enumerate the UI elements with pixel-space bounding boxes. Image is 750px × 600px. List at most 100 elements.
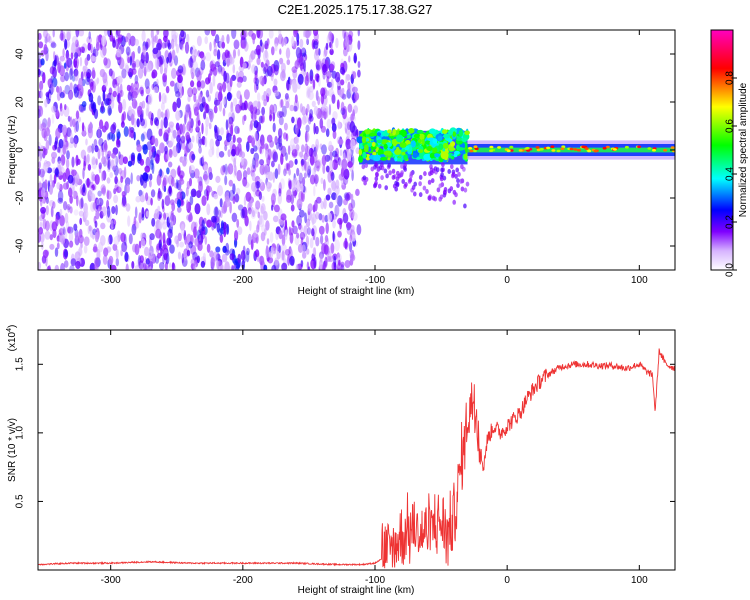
- spectrogram-cell: [401, 179, 406, 184]
- spectrogram-cell: [240, 250, 246, 261]
- spectrogram-cell: [217, 64, 223, 73]
- spectrogram-cell: [198, 92, 203, 103]
- spectrogram-cell: [551, 149, 556, 152]
- spectrogram-cell: [221, 205, 227, 214]
- spectrogram-cell: [196, 70, 202, 82]
- spectrogram-cell: [296, 232, 300, 239]
- spectrogram-cell: [181, 124, 185, 137]
- spectrogram-cell: [150, 154, 154, 166]
- spectrogram-cell: [88, 78, 94, 87]
- spectrogram-cell: [404, 182, 408, 187]
- spectrogram-cell: [212, 66, 218, 77]
- spectrogram-cell: [225, 249, 230, 256]
- spectrogram-cell: [353, 105, 358, 114]
- spectrogram-cell: [61, 124, 67, 136]
- spectrogram-cell: [106, 133, 111, 141]
- spectrogram-cell: [168, 121, 175, 128]
- spectrogram-cell: [55, 214, 59, 227]
- spectrogram-cell: [164, 195, 171, 207]
- spectrogram-cell: [366, 142, 374, 147]
- spectrogram-cell: [215, 175, 221, 183]
- snr-x-tick-label: -100: [365, 575, 385, 586]
- spectrogram-cell: [358, 148, 362, 156]
- colorbar-tick-label: 0.0: [725, 263, 736, 277]
- spectrogram-cell: [337, 138, 344, 145]
- spectrogram-cell: [351, 212, 358, 221]
- spectrogram-cell: [193, 260, 197, 270]
- spectrogram-cell: [126, 84, 131, 92]
- spectrogram-cell: [550, 145, 555, 148]
- spectrogram-cell: [255, 108, 261, 116]
- spectrogram-cell: [221, 253, 228, 263]
- spectrogram-cell: [38, 51, 42, 59]
- spectrogram-cell: [205, 124, 209, 136]
- spectrogram-y-tick-label: 40: [15, 48, 26, 60]
- spectrogram-cell: [305, 161, 310, 174]
- spectrogram-cell: [318, 213, 323, 221]
- spectrogram-cell: [83, 245, 88, 254]
- spectrogram-cell: [384, 185, 389, 191]
- spectrogram-cell: [216, 49, 221, 61]
- spectrogram-cell: [284, 219, 288, 231]
- spectrogram-x-label: Height of straight line (km): [298, 286, 415, 297]
- spectrogram-cell: [433, 153, 441, 158]
- spectrogram-cell: [168, 238, 172, 246]
- colorbar-gradient: [711, 30, 733, 270]
- spectrogram-cell: [277, 33, 283, 45]
- spectrogram-cell: [315, 160, 321, 169]
- spectrogram-cell: [139, 158, 145, 166]
- spectrogram-cell: [69, 265, 75, 270]
- spectrogram-cell: [329, 159, 334, 171]
- spectrogram-cell: [278, 128, 283, 139]
- spectrogram-cell: [303, 60, 306, 72]
- spectrogram-cell: [240, 208, 245, 219]
- spectrogram-cell: [202, 174, 208, 181]
- spectrogram-cell: [193, 226, 197, 239]
- spectrogram-cell: [250, 50, 256, 60]
- spectrogram-cell: [347, 81, 351, 92]
- spectrogram-cell: [317, 58, 322, 69]
- spectrogram-cell: [464, 146, 468, 153]
- spectrogram-cell: [361, 164, 366, 170]
- spectrogram-cell: [316, 64, 321, 71]
- spectrogram-cell: [237, 127, 240, 134]
- spectrogram-cell: [201, 122, 204, 135]
- spectrogram-cell: [138, 240, 142, 249]
- spectrogram-cell: [411, 185, 416, 190]
- spectrogram-cell: [151, 112, 154, 122]
- spectrogram-cell: [312, 79, 316, 90]
- spectrogram-cell: [101, 84, 107, 93]
- spectrogram-cell: [309, 113, 313, 120]
- spectrogram-cell: [151, 253, 157, 264]
- spectrogram-cell: [40, 206, 47, 214]
- spectrogram-cell: [86, 177, 90, 188]
- spectrogram-cell: [216, 222, 221, 233]
- spectrogram-cell: [159, 262, 165, 270]
- spectrogram-cell: [118, 151, 121, 159]
- spectrogram-cell: [100, 47, 106, 58]
- spectrogram-cell: [283, 37, 287, 46]
- spectrogram-cell: [261, 106, 265, 116]
- spectrogram-cell: [255, 133, 259, 142]
- spectrogram-cell: [235, 187, 241, 195]
- spectrogram-cell: [122, 111, 126, 121]
- spectrogram-cell: [59, 215, 65, 227]
- spectrogram-cell: [274, 168, 279, 180]
- spectrogram-cell: [63, 260, 69, 268]
- spectrogram-cell: [289, 104, 295, 112]
- spectrogram-cell: [106, 177, 111, 184]
- spectrogram-cell: [162, 232, 166, 244]
- spectrogram-cell: [44, 230, 51, 240]
- spectrogram-cell: [300, 158, 305, 166]
- spectrogram-cell: [204, 36, 208, 45]
- spectrogram-cell: [142, 65, 146, 74]
- spectrogram-cell: [441, 162, 445, 168]
- spectrogram-cell: [413, 191, 417, 197]
- spectrogram-cell: [170, 38, 175, 50]
- spectrogram-cell: [116, 48, 122, 58]
- spectrogram-cell: [418, 174, 423, 180]
- spectrogram-cell: [118, 140, 121, 148]
- spectrogram-cell: [362, 151, 367, 159]
- spectrogram-cell: [345, 138, 352, 150]
